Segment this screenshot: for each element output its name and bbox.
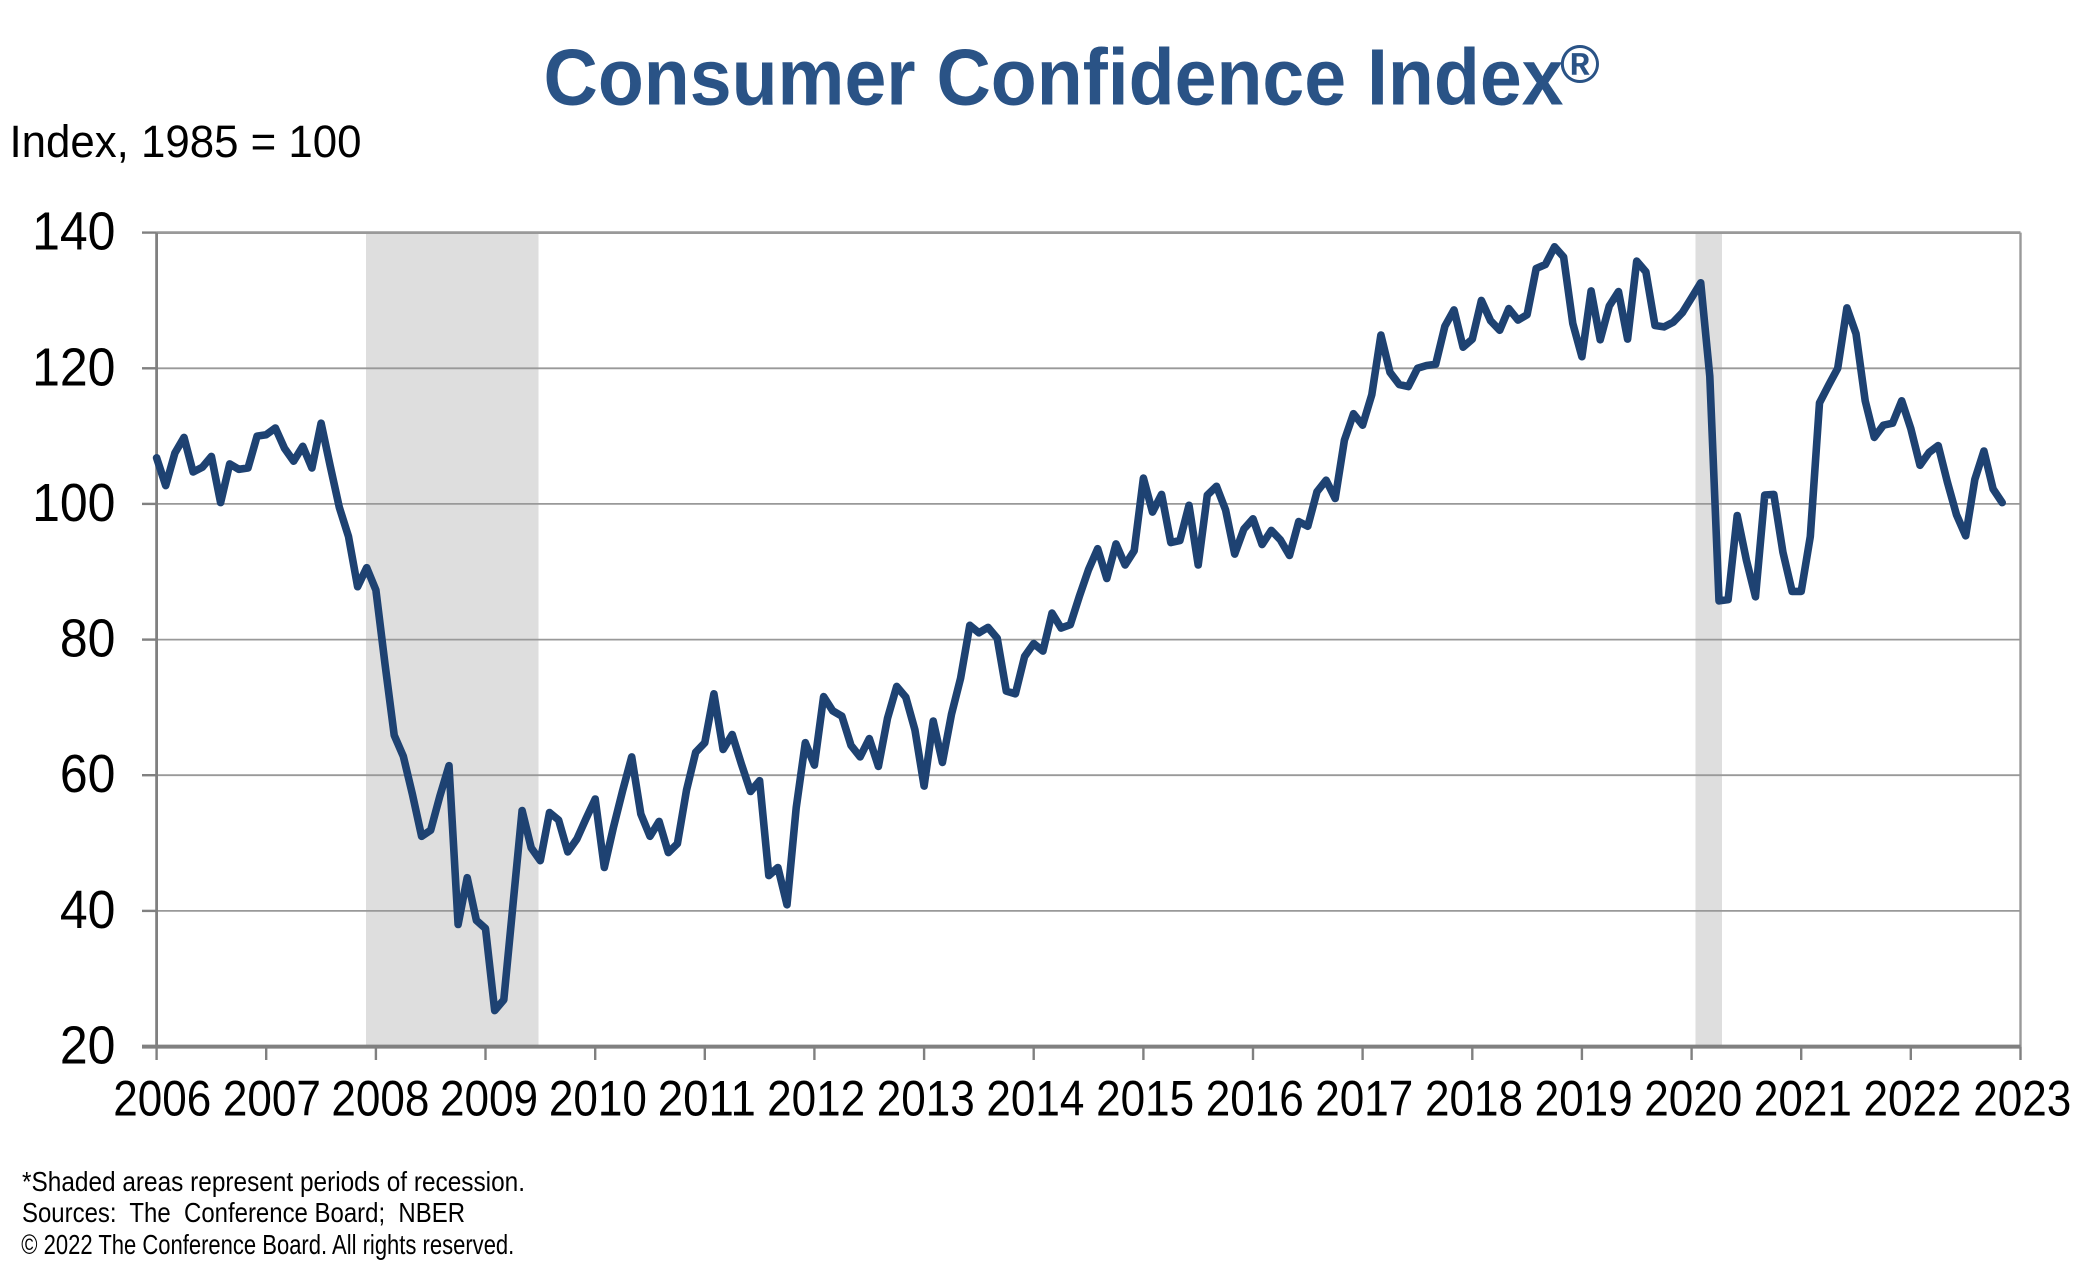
svg-text:2014: 2014 [986, 1070, 1084, 1127]
svg-text:2023: 2023 [1973, 1070, 2071, 1127]
svg-text:20: 20 [60, 1016, 116, 1076]
svg-text:2019: 2019 [1535, 1070, 1633, 1127]
svg-text:2006: 2006 [113, 1070, 211, 1127]
svg-text:2011: 2011 [658, 1070, 756, 1127]
svg-text:Index, 1985 = 100: Index, 1985 = 100 [10, 116, 362, 167]
svg-text:2018: 2018 [1425, 1070, 1523, 1127]
svg-text:2017: 2017 [1315, 1070, 1413, 1127]
svg-text:2016: 2016 [1206, 1070, 1304, 1127]
svg-text:80: 80 [60, 609, 116, 669]
svg-text:2021: 2021 [1754, 1070, 1852, 1127]
svg-text:*Shaded areas represent period: *Shaded areas represent periods of reces… [22, 1166, 525, 1197]
svg-text:© 2022 The Conference Board. A: © 2022 The Conference Board. All rights … [21, 1229, 514, 1260]
svg-text:2009: 2009 [440, 1070, 538, 1127]
svg-text:120: 120 [32, 337, 115, 397]
svg-text:2022: 2022 [1864, 1070, 1962, 1127]
svg-text:100: 100 [32, 473, 115, 533]
svg-text:2015: 2015 [1096, 1070, 1194, 1127]
svg-text:Sources: The Conference Boar: Sources: The Conference Board; NBER [22, 1197, 465, 1228]
svg-text:2010: 2010 [549, 1070, 647, 1127]
svg-text:2007: 2007 [223, 1070, 321, 1127]
svg-text:40: 40 [60, 880, 116, 940]
svg-text:2012: 2012 [767, 1070, 865, 1127]
svg-text:60: 60 [60, 744, 116, 804]
svg-text:2013: 2013 [877, 1070, 975, 1127]
svg-text:Consumer Confidence Index: Consumer Confidence Index [544, 33, 1564, 122]
svg-text:2020: 2020 [1644, 1070, 1742, 1127]
svg-text:2008: 2008 [331, 1070, 429, 1127]
svg-text:®: ® [1560, 34, 1600, 94]
svg-text:140: 140 [32, 202, 115, 262]
